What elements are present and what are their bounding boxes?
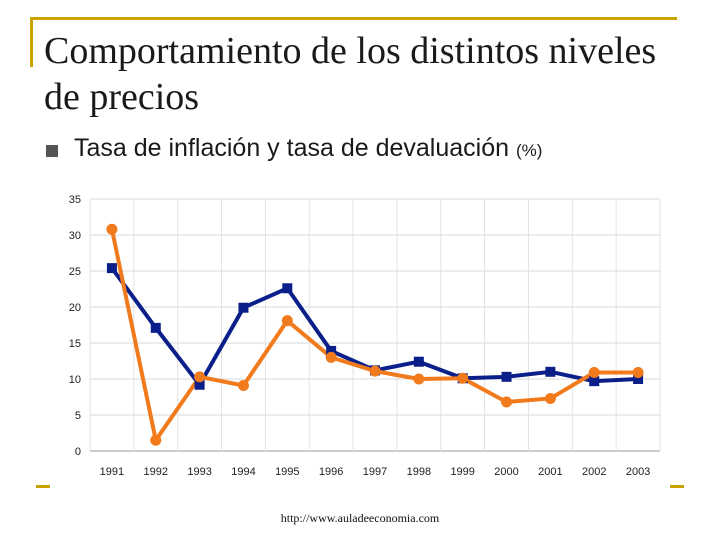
x-tick-label: 2002 xyxy=(582,466,606,478)
slide-subtitle: Tasa de inflación y tasa de devaluación … xyxy=(74,134,542,163)
series-1-point xyxy=(501,371,512,382)
y-tick-label: 20 xyxy=(69,302,81,314)
x-tick-label: 2000 xyxy=(494,466,518,478)
series-2-point xyxy=(150,434,162,446)
subtitle-text: Tasa de inflación y tasa de devaluación xyxy=(74,134,510,162)
series-1-point xyxy=(150,322,161,333)
x-tick-label: 1993 xyxy=(187,466,211,478)
series-2-point xyxy=(237,379,249,391)
x-tick-label: 1996 xyxy=(319,466,343,478)
series-2-point xyxy=(325,351,337,363)
y-tick-label: 25 xyxy=(69,266,81,278)
grid-layer xyxy=(89,198,661,452)
series-2-point xyxy=(281,315,293,327)
series-1-point xyxy=(633,374,644,384)
series-layer xyxy=(106,223,644,446)
x-tick-label: 2003 xyxy=(626,466,650,478)
y-tick-label: 10 xyxy=(69,374,81,386)
y-tick-label: 5 xyxy=(75,410,81,422)
subtitle-unit: (%) xyxy=(515,141,543,160)
x-tick-label: 1991 xyxy=(100,466,124,478)
x-tick-label: 1998 xyxy=(407,466,431,478)
series-1-point xyxy=(238,302,249,313)
x-tick-label: 1999 xyxy=(450,466,474,478)
y-tick-label: 35 xyxy=(69,194,81,206)
slide-title: Comportamiento de los distintos niveles … xyxy=(44,30,657,118)
series-line-2 xyxy=(109,228,639,443)
series-2-point xyxy=(106,223,118,235)
bullet-square-icon xyxy=(46,145,58,157)
series-2-point xyxy=(632,367,644,379)
x-tick-label: 1994 xyxy=(231,466,255,478)
series-1-point xyxy=(106,263,117,274)
y-tick-label: 30 xyxy=(69,230,81,242)
y-tick-label: 15 xyxy=(69,338,81,350)
series-2-point xyxy=(457,372,469,384)
series-2-point xyxy=(369,365,381,377)
top-frame-line xyxy=(30,17,677,20)
series-1-point xyxy=(194,379,205,390)
x-tick-label: 1992 xyxy=(144,466,168,478)
x-tick-label: 2001 xyxy=(538,466,562,478)
series-1-point xyxy=(545,366,556,377)
x-tick-label: 1997 xyxy=(363,466,387,478)
series-1-point xyxy=(326,345,337,356)
series-2-point xyxy=(544,392,556,404)
series-2-point xyxy=(194,371,206,383)
series-1-point xyxy=(413,356,424,367)
series-2-point xyxy=(413,373,425,385)
left-frame-line xyxy=(30,17,33,67)
series-1-point xyxy=(589,376,600,387)
x-tick-label: 1995 xyxy=(275,466,299,478)
series-1-point xyxy=(282,283,293,294)
series-2-point xyxy=(501,396,513,408)
source-url: http://www.auladeeconomia.com xyxy=(280,511,440,525)
y-tick-label: 0 xyxy=(75,446,81,458)
axis-layer: 0 5 10 15 20 25 30 35 1991 1992 1993 1994 1995 1996 19… xyxy=(69,194,651,478)
bottom-left-rule xyxy=(36,485,50,488)
bottom-right-rule xyxy=(670,485,684,488)
series-2-point xyxy=(588,367,600,379)
